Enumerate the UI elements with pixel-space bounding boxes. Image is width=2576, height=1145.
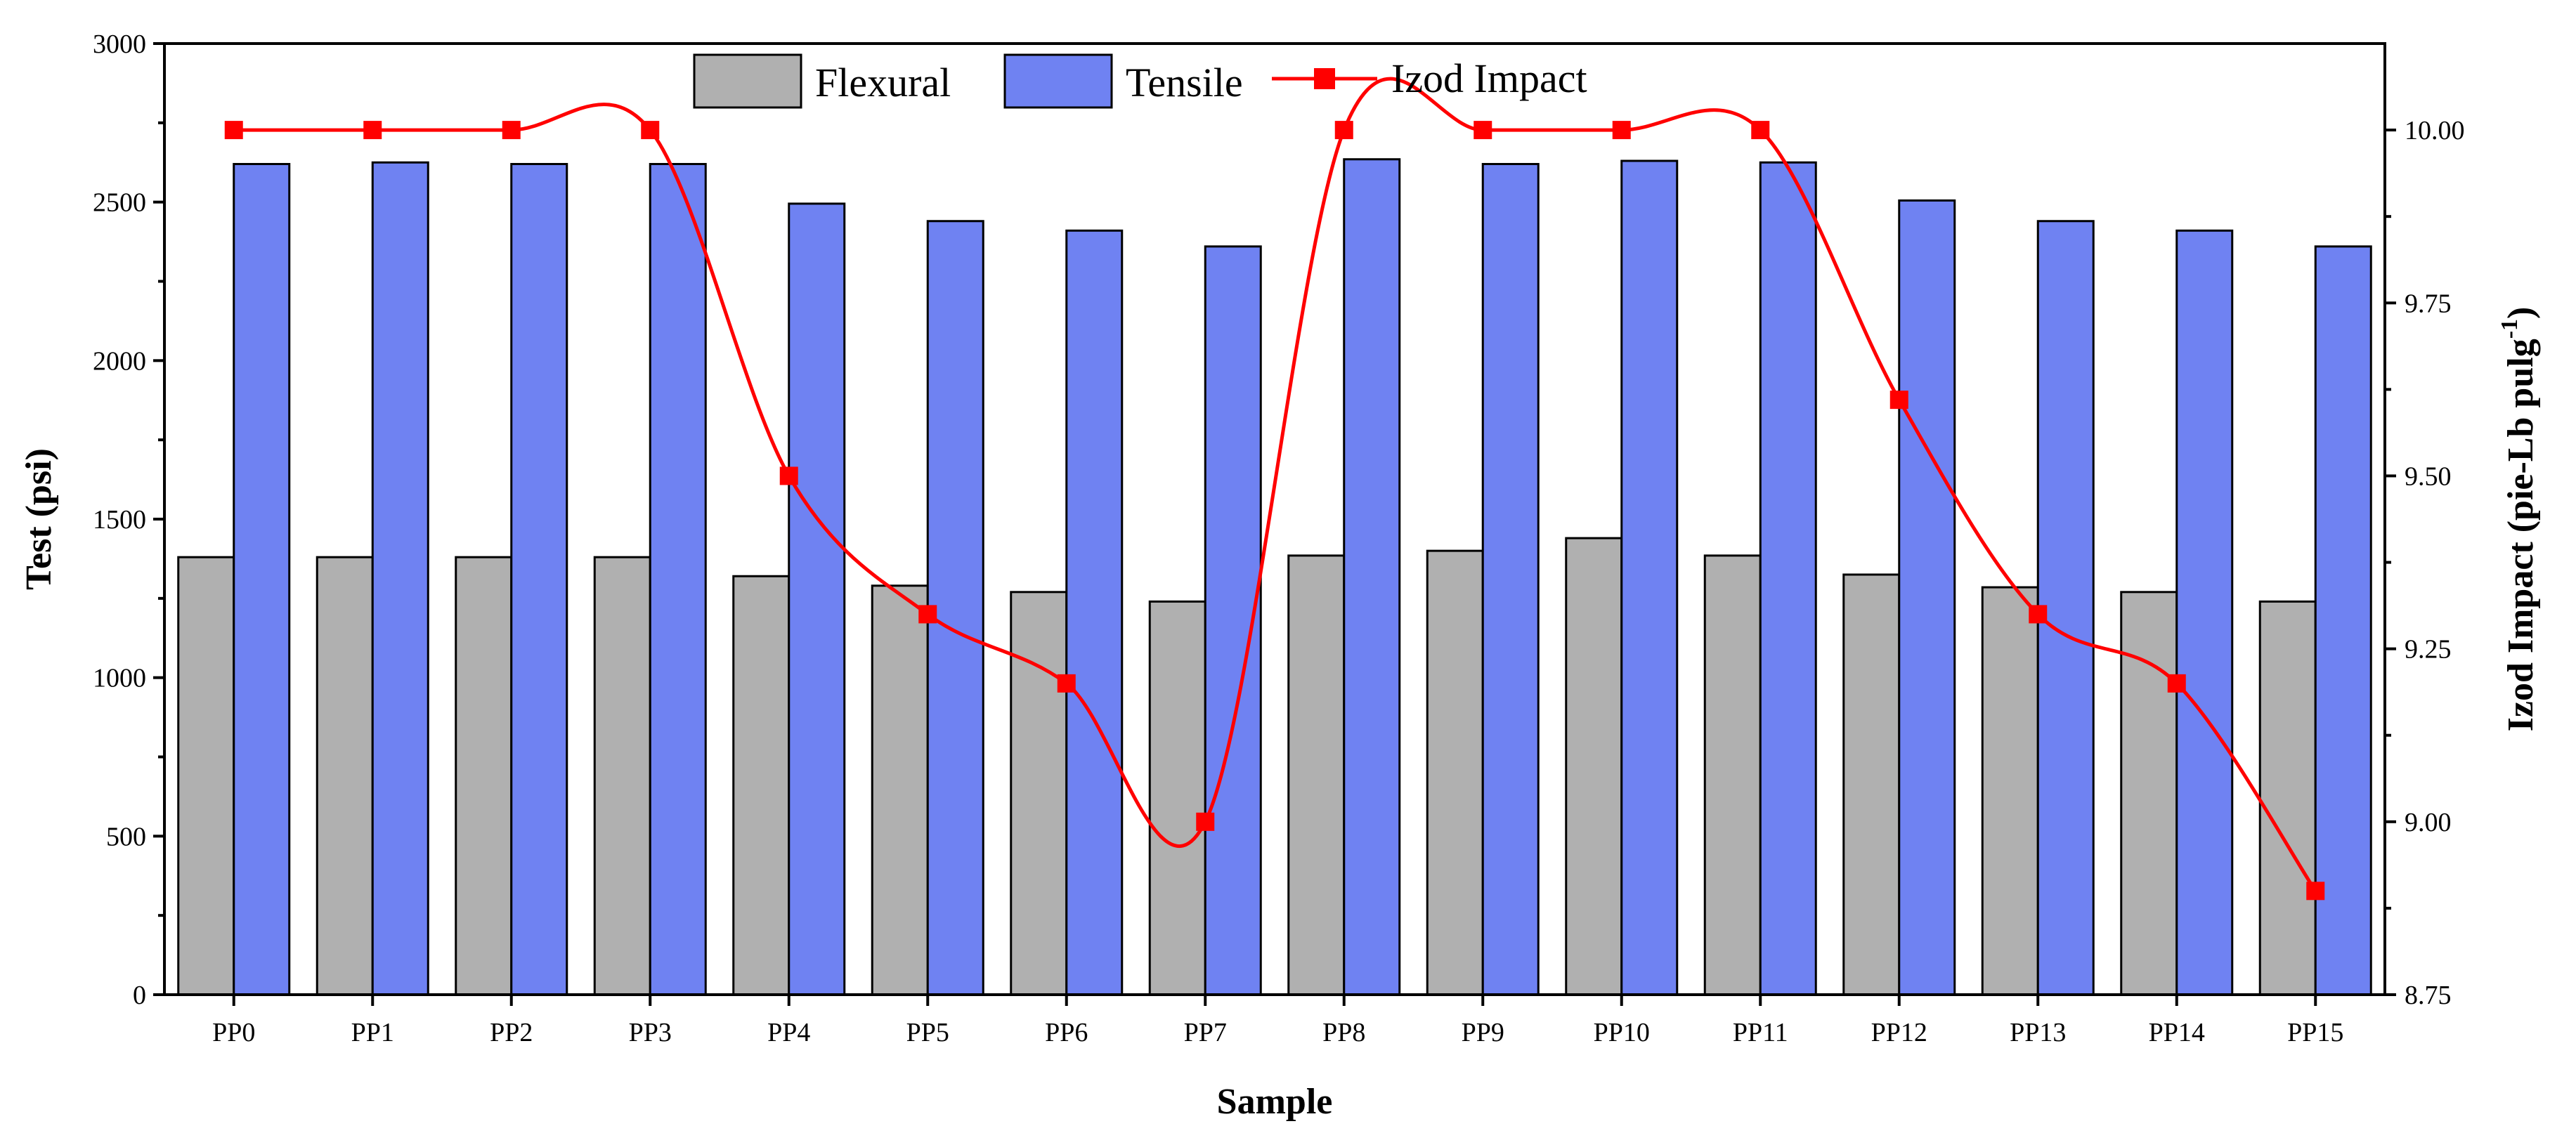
bar-tensile-pp0 bbox=[233, 163, 291, 996]
x-tick-label-pp3: PP3 bbox=[629, 1018, 672, 1047]
izod-marker-pp15 bbox=[2306, 882, 2325, 901]
bar-flexural-pp8 bbox=[1287, 554, 1346, 996]
right-axis-ticks: 8.75 9.00 9.25 9.50 9.75 10.00 bbox=[2385, 116, 2465, 1010]
bar-tensile-pp11 bbox=[1759, 161, 1817, 996]
bar-tensile-pp15 bbox=[2314, 245, 2372, 996]
bar-tensile-pp4 bbox=[788, 202, 846, 996]
izod-marker-pp10 bbox=[1612, 121, 1631, 140]
bar-flexural-pp4 bbox=[732, 575, 791, 996]
izod-marker-pp7 bbox=[1196, 812, 1215, 831]
bar-flexural-pp9 bbox=[1426, 549, 1484, 996]
x-tick-label-pp8: PP8 bbox=[1322, 1018, 1365, 1047]
bar-tensile-pp8 bbox=[1343, 158, 1401, 996]
y2-axis-title-main: Izod Impact (pie-Lb pulg bbox=[2501, 339, 2541, 731]
izod-marker-pp11 bbox=[1751, 121, 1770, 140]
y-tick-label: 1500 bbox=[93, 505, 146, 535]
y2-tick-label: 9.00 bbox=[2405, 808, 2452, 837]
bar-flexural-pp5 bbox=[871, 584, 929, 996]
izod-marker-pp4 bbox=[779, 466, 798, 485]
x-tick-label-pp13: PP13 bbox=[2010, 1018, 2066, 1047]
bar-flexural-pp14 bbox=[2120, 591, 2178, 996]
bar-flexural-pp10 bbox=[1565, 537, 1623, 996]
legend-swatch-tensile bbox=[1003, 53, 1113, 109]
y-tick-label: 0 bbox=[133, 981, 146, 1010]
bar-tensile-pp14 bbox=[2175, 229, 2234, 996]
bar-flexural-pp7 bbox=[1148, 600, 1206, 996]
izod-marker-pp0 bbox=[224, 121, 243, 140]
izod-marker-pp6 bbox=[1057, 674, 1076, 693]
bar-flexural-pp12 bbox=[1842, 573, 1901, 996]
izod-marker-pp1 bbox=[363, 121, 382, 140]
legend-label-flexural: Flexural bbox=[815, 60, 951, 105]
bar-tensile-pp12 bbox=[1898, 199, 1956, 996]
bar-tensile-pp5 bbox=[926, 220, 984, 996]
izod-marker-pp9 bbox=[1474, 121, 1492, 140]
x-tick-label-pp14: PP14 bbox=[2149, 1018, 2205, 1047]
bar-tensile-pp13 bbox=[2036, 220, 2095, 996]
y2-tick-label: 8.75 bbox=[2405, 981, 2452, 1010]
legend: Flexural Tensile Izod Impact bbox=[693, 53, 1587, 109]
x-tick-label-pp11: PP11 bbox=[1733, 1018, 1788, 1047]
legend-swatch-flexural bbox=[693, 53, 802, 109]
x-tick-label-pp2: PP2 bbox=[490, 1018, 533, 1047]
x-tick-label-pp4: PP4 bbox=[767, 1018, 810, 1047]
izod-marker-pp2 bbox=[502, 121, 521, 140]
y-tick-label: 1000 bbox=[93, 664, 146, 693]
y2-axis-title-end: ) bbox=[2501, 307, 2541, 319]
izod-marker-pp5 bbox=[918, 605, 937, 624]
bar-group bbox=[177, 158, 2372, 996]
legend-label-tensile: Tensile bbox=[1126, 60, 1243, 105]
y-tick-label: 3000 bbox=[93, 30, 146, 59]
x-axis-title: Sample bbox=[1217, 1082, 1333, 1122]
bar-flexural-pp0 bbox=[177, 556, 235, 996]
izod-marker-pp8 bbox=[1334, 121, 1353, 140]
bar-tensile-pp3 bbox=[649, 163, 707, 996]
x-tick-label-pp10: PP10 bbox=[1594, 1018, 1650, 1047]
bar-flexural-pp1 bbox=[316, 556, 374, 996]
x-tick-label-pp7: PP7 bbox=[1184, 1018, 1227, 1047]
bar-flexural-pp6 bbox=[1010, 591, 1068, 996]
y2-tick-label: 9.25 bbox=[2405, 635, 2452, 665]
legend-marker-izod bbox=[1314, 68, 1335, 89]
x-tick-label-pp0: PP0 bbox=[212, 1018, 255, 1047]
bar-tensile-pp9 bbox=[1481, 163, 1540, 996]
x-tick-label-pp6: PP6 bbox=[1045, 1018, 1088, 1047]
y2-axis-title: Izod Impact (pie-Lb pulg-1) bbox=[2497, 307, 2541, 732]
bar-tensile-pp2 bbox=[510, 163, 568, 996]
legend-label-izod: Izod Impact bbox=[1391, 55, 1587, 101]
bar-flexural-pp15 bbox=[2258, 600, 2317, 996]
bar-flexural-pp2 bbox=[455, 556, 513, 996]
y-tick-label: 2000 bbox=[93, 346, 146, 376]
y2-tick-label: 9.75 bbox=[2405, 289, 2452, 318]
x-tick-label-pp12: PP12 bbox=[1871, 1018, 1927, 1047]
x-tick-label-pp1: PP1 bbox=[351, 1018, 394, 1047]
y2-axis-title-superscript: -1 bbox=[2497, 319, 2523, 339]
x-tick-label-pp9: PP9 bbox=[1462, 1018, 1504, 1047]
bar-tensile-pp1 bbox=[371, 161, 429, 996]
bar-tensile-pp10 bbox=[1620, 159, 1679, 996]
bar-flexural-pp13 bbox=[1981, 586, 2039, 996]
left-axis-ticks: 0 500 1000 1500 2000 2500 3000 bbox=[93, 30, 164, 1010]
x-tick-label-pp5: PP5 bbox=[906, 1018, 949, 1047]
bar-flexural-pp3 bbox=[593, 556, 651, 996]
izod-line-group bbox=[224, 77, 2325, 901]
izod-marker-pp13 bbox=[2029, 605, 2048, 624]
bar-flexural-pp11 bbox=[1703, 554, 1762, 996]
izod-marker-pp12 bbox=[1889, 391, 1908, 410]
x-axis-ticks: PP0 PP1 PP2 PP3 PP4 PP5 PP6 PP7 PP8 PP9 PP10 PP11 PP… bbox=[212, 995, 2343, 1047]
izod-marker-pp3 bbox=[641, 121, 660, 140]
y-tick-label: 500 bbox=[106, 822, 146, 851]
y-axis-title: Test (psi) bbox=[19, 448, 59, 590]
y-tick-label: 2500 bbox=[93, 188, 146, 218]
x-tick-label-pp15: PP15 bbox=[2287, 1018, 2343, 1047]
izod-marker-pp14 bbox=[2167, 674, 2186, 693]
y2-tick-label: 9.50 bbox=[2405, 462, 2452, 491]
bar-tensile-pp6 bbox=[1065, 229, 1124, 996]
y2-tick-label: 10.00 bbox=[2405, 116, 2465, 145]
